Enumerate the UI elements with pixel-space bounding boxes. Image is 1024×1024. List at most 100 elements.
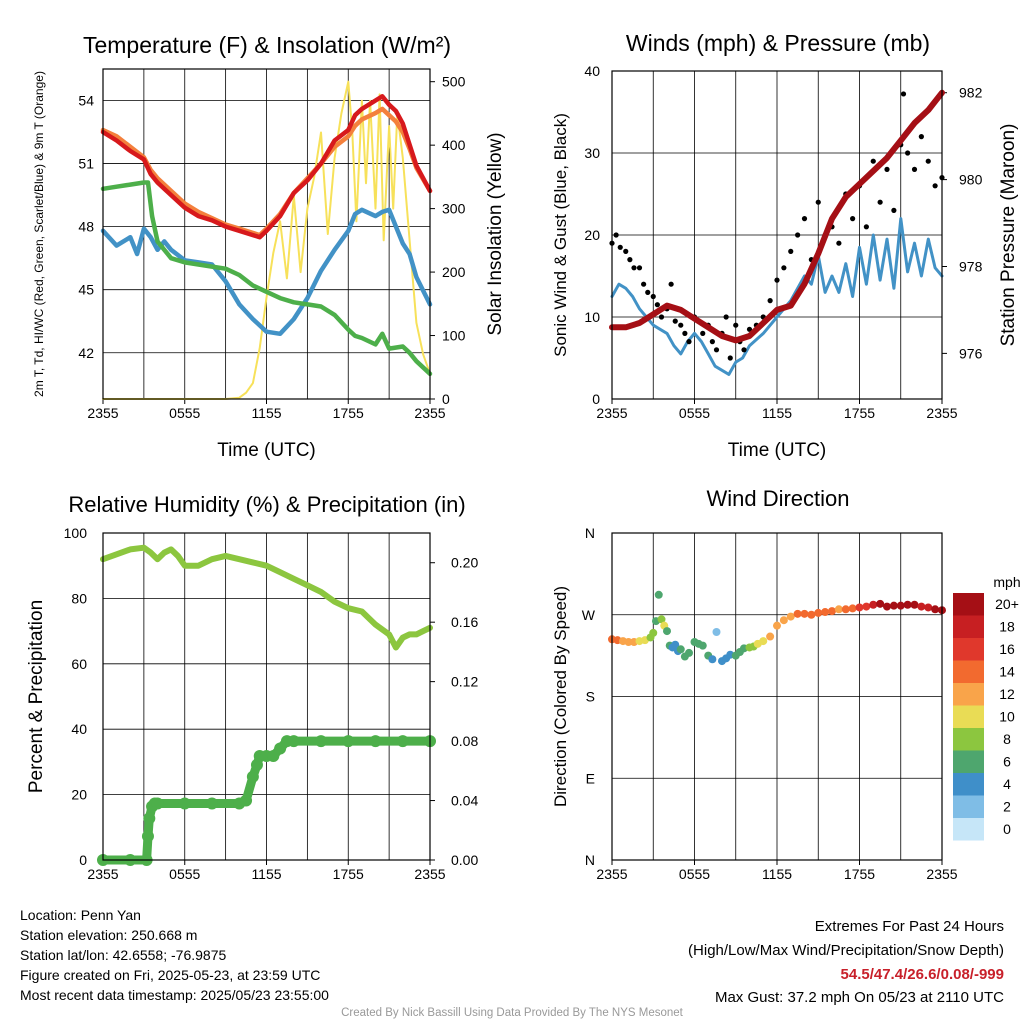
wind-direction-point	[712, 628, 721, 637]
gust-point	[891, 207, 897, 213]
gust-point	[870, 158, 876, 164]
y-tick-label-left: 30	[584, 145, 600, 161]
legend-swatch	[953, 593, 984, 616]
gust-point	[746, 326, 753, 332]
gust-point	[788, 248, 794, 254]
x-tick-label: 1755	[333, 405, 364, 421]
legend-swatch	[953, 683, 984, 706]
gust-point	[617, 244, 623, 250]
gust-point	[918, 134, 924, 140]
wind-direction-point	[834, 605, 843, 614]
series-line-sonic-wind	[610, 217, 944, 376]
legend-swatch	[953, 728, 984, 751]
extremes-values: 54.5/47.4/26.6/0.08/-999	[840, 966, 1004, 983]
gust-point	[836, 240, 842, 246]
y-tick-label-left: 20	[584, 227, 600, 243]
wind-direction-point	[910, 600, 919, 609]
wind-direction-point	[786, 612, 795, 621]
x-tick-label: 0555	[169, 405, 200, 421]
precip-point	[141, 830, 154, 843]
x-tick-label: 0555	[169, 866, 200, 882]
wind-direction-point	[663, 627, 671, 636]
y-tick-label-left: 51	[78, 156, 94, 172]
gust-point	[700, 330, 706, 336]
wind-direction-point	[903, 600, 912, 609]
gust-point	[727, 355, 733, 361]
x-tick-label: 1155	[762, 405, 792, 421]
wind-direction-point	[869, 600, 878, 609]
wind-direction-point	[807, 610, 816, 619]
y-tick-label-right: 976	[959, 345, 983, 361]
x-tick-label: 2355	[414, 866, 445, 882]
wind-direction-point	[931, 605, 940, 614]
gust-point	[911, 166, 918, 172]
plot-border	[102, 68, 431, 400]
y-axis-label-right: Solar Insolation (Yellow)	[485, 132, 506, 335]
legend-swatch	[953, 773, 984, 796]
legend-label: 0	[1003, 821, 1011, 837]
y-tick-label-right: 0.20	[451, 555, 478, 571]
wind-direction-point	[779, 616, 788, 625]
series-line-station-pressure	[609, 89, 945, 344]
location-text: Location: Penn Yan	[20, 907, 141, 923]
legend-swatch	[953, 795, 984, 818]
y-tick-label-right: 0.16	[451, 614, 478, 630]
wind-direction-point	[676, 645, 685, 654]
legend-label: 18	[999, 619, 1015, 635]
legend-label: 6	[1003, 754, 1011, 770]
credit-text: Created By Nick Bassill Using Data Provi…	[341, 1007, 683, 1019]
gust-point	[668, 281, 674, 287]
wind-direction-point	[671, 640, 680, 649]
wind-direction-point	[773, 621, 781, 630]
y-tick-label-right: 0.12	[451, 674, 478, 690]
legend-label: 10	[999, 709, 1015, 725]
wind-direction-point	[917, 602, 926, 611]
wind-direction-point	[855, 603, 864, 612]
y-tick-label-right: 100	[442, 328, 466, 344]
gust-point	[686, 339, 692, 345]
y-tick-label-right: 0.00	[451, 852, 478, 868]
wind-direction-point	[624, 638, 633, 646]
chart-title: Relative Humidity (%) & Precipitation (i…	[68, 492, 465, 517]
y-tick-label-left: N	[585, 525, 595, 541]
extremes-title: Extremes For Past 24 Hours	[814, 918, 1004, 935]
plot-border	[102, 532, 431, 861]
gust-point	[641, 281, 647, 287]
wind-direction-point	[698, 641, 707, 650]
x-tick-label: 1155	[251, 866, 281, 882]
y-tick-label-left: 40	[584, 63, 600, 79]
y-tick-label-left: 20	[71, 787, 87, 803]
x-axis-label: Time (UTC)	[728, 440, 827, 461]
gust-point	[658, 314, 665, 320]
y-tick-label-left: W	[582, 607, 596, 623]
x-tick-label: 2355	[87, 866, 118, 882]
y-tick-label-right: 0.04	[451, 793, 478, 809]
wind-direction-point	[821, 608, 830, 617]
wind-direction-point	[708, 655, 717, 664]
gust-point	[774, 277, 780, 283]
y-tick-label-left: 42	[78, 345, 94, 361]
precip-point	[369, 735, 382, 748]
y-tick-label-left: 60	[71, 656, 87, 672]
gust-point	[741, 347, 747, 353]
gust-point	[682, 330, 688, 336]
y-tick-label-left: N	[585, 852, 595, 868]
x-tick-label: 1755	[844, 405, 875, 421]
plot-border	[611, 70, 943, 400]
legend-swatch	[953, 818, 984, 841]
gust-point	[863, 224, 869, 230]
latlon-text: Station lat/lon: 42.6558; -76.9875	[20, 947, 227, 963]
extremes-subtitle: (High/Low/Max Wind/Precipitation/Snow De…	[688, 942, 1004, 959]
y-axis-label-left: Sonic Wind & Gust (Blue, Black)	[551, 113, 570, 357]
y-axis-label-left: Direction (Colored By Speed)	[551, 586, 570, 807]
wind-direction-point	[685, 648, 693, 657]
chart-title: Winds (mph) & Pressure (mb)	[626, 30, 930, 56]
gust-point	[932, 183, 938, 189]
y-tick-label-left: E	[586, 770, 595, 786]
precip-point	[143, 812, 156, 825]
wind-direction-point	[814, 608, 823, 617]
wind-direction-point	[657, 615, 666, 624]
y-tick-label-left: 0	[592, 391, 600, 407]
wind-direction-point	[883, 602, 891, 611]
legend-label: 12	[999, 686, 1015, 702]
